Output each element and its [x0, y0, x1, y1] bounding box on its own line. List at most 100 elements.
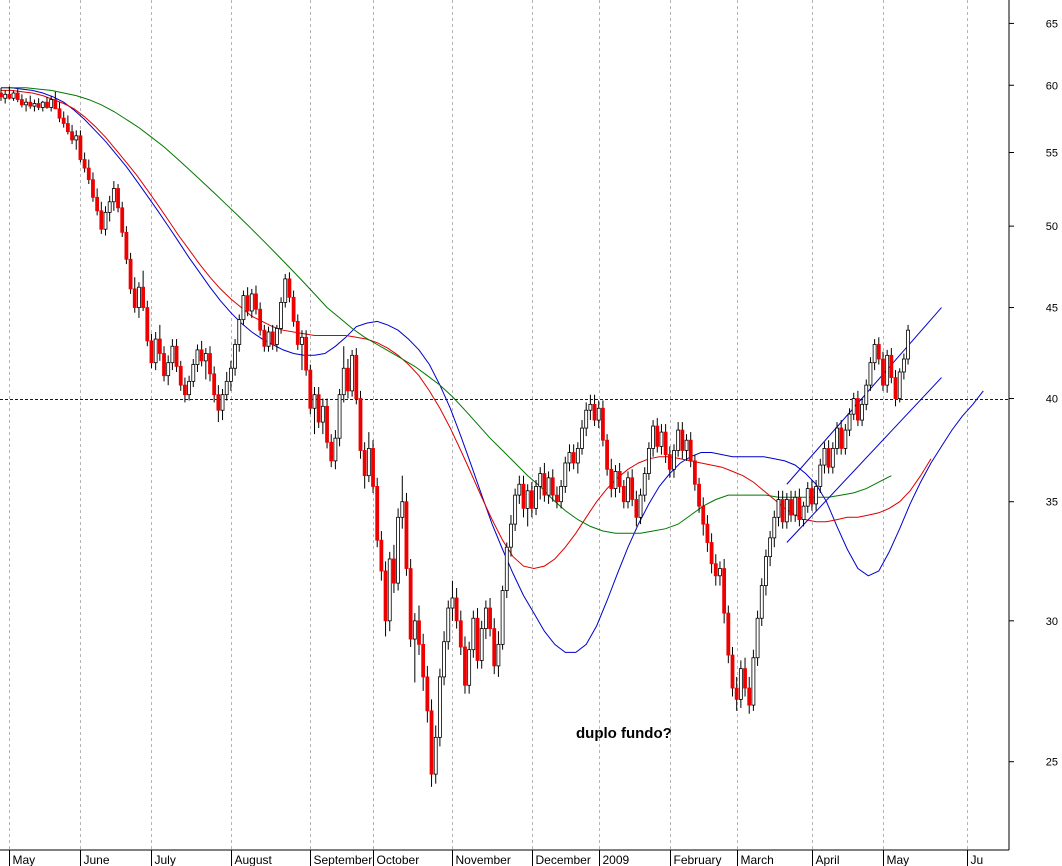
candle: [822, 442, 827, 474]
candle-body: [153, 338, 158, 364]
candle: [199, 340, 204, 367]
candle-body: [178, 365, 183, 386]
candle: [805, 482, 810, 513]
candle: [124, 226, 129, 265]
candle-body: [860, 403, 864, 421]
candle-body: [659, 431, 664, 447]
candle-body: [304, 336, 309, 371]
candle-body: [99, 210, 104, 230]
candle-body: [220, 394, 225, 411]
candle: [341, 346, 346, 403]
month-label: July: [155, 853, 176, 866]
month-label: June: [84, 853, 110, 866]
candle-body: [120, 207, 125, 233]
candle-body: [70, 131, 74, 141]
candle-body: [864, 384, 869, 405]
candle: [546, 471, 551, 504]
candle: [851, 392, 856, 421]
candle-body: [245, 295, 250, 312]
candle: [111, 181, 116, 211]
candle: [588, 394, 593, 421]
candle-body: [341, 367, 346, 396]
candle-body: [475, 617, 480, 661]
candle-body: [333, 437, 338, 462]
candle: [446, 600, 451, 650]
candle-body: [32, 103, 37, 107]
candle-body: [170, 345, 175, 364]
candle: [542, 462, 547, 502]
candle-body: [529, 490, 534, 509]
candle: [471, 610, 476, 658]
candle: [759, 578, 764, 626]
candle: [82, 152, 87, 173]
candle: [617, 462, 622, 493]
candle: [304, 330, 309, 376]
candle-body: [801, 505, 806, 520]
candle-body: [433, 736, 438, 775]
candle: [868, 357, 873, 391]
candle-body: [563, 462, 568, 487]
candle: [713, 554, 718, 586]
candle-body: [709, 542, 714, 565]
candle: [0, 87, 3, 101]
candle-body: [592, 403, 597, 421]
candle: [659, 424, 664, 455]
candle: [417, 605, 421, 656]
candle-body: [555, 494, 559, 503]
candle: [738, 660, 743, 708]
candle: [366, 432, 371, 483]
candle: [534, 479, 538, 516]
month-label: September: [314, 853, 373, 866]
candle: [166, 355, 171, 386]
candle: [249, 288, 254, 318]
candle-body: [199, 349, 204, 362]
candle: [174, 339, 179, 372]
candle-body: [241, 295, 246, 321]
candle: [830, 442, 835, 474]
candle-body: [454, 597, 459, 622]
candle-body: [19, 99, 24, 106]
candle-body: [609, 468, 614, 489]
candle-body: [417, 620, 421, 645]
candle: [316, 387, 321, 429]
candle-body: [203, 353, 208, 362]
candlesticks: [0, 86, 910, 787]
candle: [876, 337, 881, 365]
candle: [36, 98, 41, 111]
moving-average-line: [1, 87, 984, 653]
candle: [860, 398, 864, 427]
candle-body: [208, 353, 212, 375]
trendline: [786, 307, 942, 485]
candle: [621, 479, 626, 509]
candle: [492, 618, 497, 675]
candle: [772, 510, 777, 548]
candle-body: [718, 568, 722, 577]
candle: [153, 331, 158, 371]
candle: [630, 469, 635, 507]
candle: [107, 195, 112, 222]
candle-body: [634, 499, 639, 518]
candle-body: [74, 135, 79, 141]
candle: [550, 469, 555, 502]
candle: [170, 339, 175, 371]
candle-body: [195, 349, 200, 365]
candle-body: [237, 319, 242, 345]
candle: [7, 86, 12, 100]
candle: [103, 206, 108, 236]
candle: [893, 370, 898, 407]
candle-body: [768, 537, 773, 558]
candle: [881, 351, 885, 391]
candle: [747, 676, 752, 714]
candle: [663, 424, 668, 463]
candle: [454, 588, 459, 629]
candle: [818, 458, 823, 493]
candle: [291, 290, 296, 327]
candle: [626, 471, 630, 509]
candle-body: [851, 398, 856, 415]
candle-body: [483, 607, 488, 629]
candle-body: [575, 448, 580, 464]
candle-body: [350, 354, 355, 392]
candle-body: [82, 159, 87, 169]
candle-body: [254, 293, 258, 310]
